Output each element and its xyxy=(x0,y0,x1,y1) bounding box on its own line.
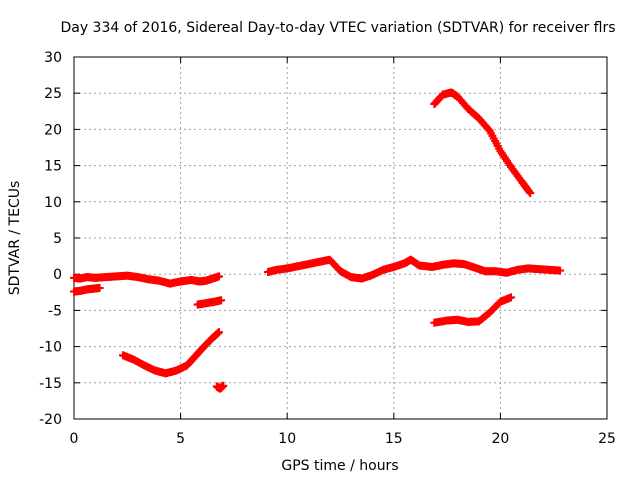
series-track-4 xyxy=(119,328,223,378)
data-point xyxy=(217,296,226,305)
x-tick-label: 25 xyxy=(598,431,616,447)
series-track-3 xyxy=(193,296,226,309)
x-tick-label: 5 xyxy=(176,431,185,447)
y-tick-label: -5 xyxy=(48,303,62,319)
series-track-7 xyxy=(430,293,516,327)
data-point xyxy=(525,187,534,196)
data-point xyxy=(526,189,535,198)
grid-lines xyxy=(74,57,607,419)
data-points xyxy=(70,88,565,393)
x-tick-label: 15 xyxy=(385,431,403,447)
x-axis-label: GPS time / hours xyxy=(281,458,398,474)
series-track-5 xyxy=(212,381,228,393)
y-tick-label: 0 xyxy=(53,267,62,283)
data-point xyxy=(95,283,104,292)
y-tick-label: 5 xyxy=(53,231,62,247)
y-tick-label: -10 xyxy=(39,340,62,356)
y-tick-label: 20 xyxy=(44,122,62,138)
y-axis-label: SDTVAR / TECUs xyxy=(7,181,23,296)
data-point xyxy=(556,266,565,275)
y-tick-label: -20 xyxy=(39,412,62,428)
y-tick-label: -15 xyxy=(39,376,62,392)
y-tick-label: 15 xyxy=(44,159,62,175)
x-tick-label: 10 xyxy=(278,431,296,447)
data-point xyxy=(484,125,493,134)
x-tick-labels: 0 5 10 15 20 25 xyxy=(70,431,616,447)
series-track-8 xyxy=(430,88,535,198)
axis-ticks xyxy=(73,56,608,420)
x-tick-label: 0 xyxy=(70,431,79,447)
chart-title: Day 334 of 2016, Sidereal Day-to-day VTE… xyxy=(60,20,615,36)
series-track-2 xyxy=(70,283,104,296)
x-tick-label: 20 xyxy=(491,431,509,447)
y-tick-labels: -20 -15 -10 -5 0 5 10 15 20 25 30 xyxy=(39,50,62,428)
y-tick-label: 10 xyxy=(44,195,62,211)
data-point xyxy=(214,328,223,337)
data-point xyxy=(214,272,223,281)
y-tick-label: 30 xyxy=(44,50,62,66)
data-point xyxy=(219,381,228,390)
series-track-1 xyxy=(70,271,223,288)
y-tick-label: 25 xyxy=(44,86,62,102)
data-point xyxy=(507,293,516,302)
series-track-6 xyxy=(264,255,565,283)
